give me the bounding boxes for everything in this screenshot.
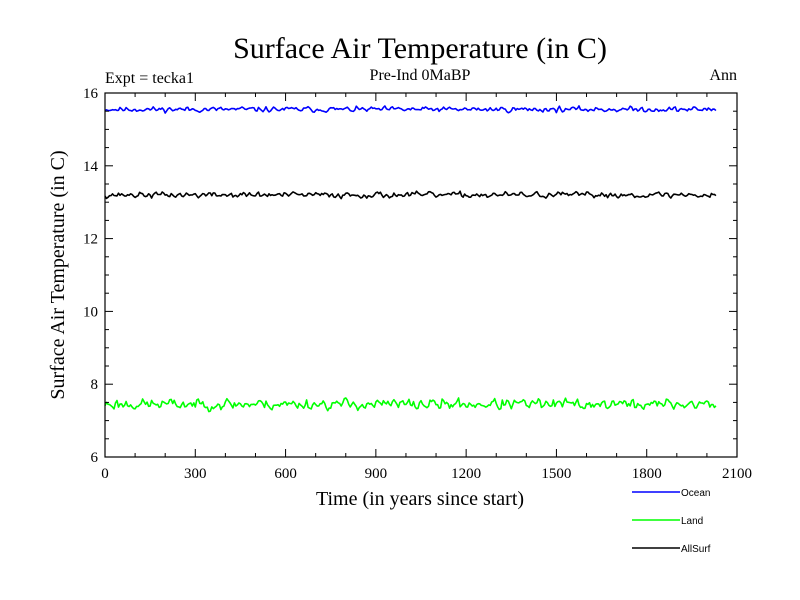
x-tick-label: 900 [365, 466, 388, 482]
x-axis-label: Time (in years since start) [316, 488, 524, 510]
legend-label-ocean: Ocean [681, 488, 710, 499]
y-tick-label: 14 [83, 159, 99, 175]
x-tick-label: 1200 [451, 466, 481, 482]
legend-label-land: Land [681, 516, 703, 527]
experiment-label: Expt = tecka1 [105, 70, 194, 87]
x-tick-label: 300 [184, 466, 207, 482]
plot-area [104, 105, 717, 413]
x-tick-label: 600 [274, 466, 297, 482]
season-label: Ann [709, 67, 737, 84]
x-tick-label: 1500 [541, 466, 571, 482]
y-tick-label: 10 [83, 304, 98, 320]
y-tick-label: 16 [83, 86, 99, 102]
y-axis-label: Surface Air Temperature (in C) [47, 150, 69, 399]
y-tick-label: 12 [83, 232, 98, 248]
y-tick-label: 8 [91, 377, 99, 393]
axes: 0 300 600 900 1200 1500 1800 2100 6 8 10 12 14 16 [83, 86, 752, 482]
legend: Ocean Land AllSurf [632, 488, 711, 555]
chart-title: Surface Air Temperature (in C) [233, 32, 607, 65]
series-line-land [104, 397, 717, 413]
period-label: Pre-Ind 0MaBP [370, 67, 471, 84]
x-tick-label: 2100 [722, 466, 752, 482]
series-line-ocean [104, 105, 717, 114]
series-line-allsurf [104, 190, 717, 200]
x-tick-label: 0 [101, 466, 109, 482]
y-tick-label: 6 [91, 450, 99, 466]
x-tick-label: 1800 [632, 466, 662, 482]
legend-label-allsurf: AllSurf [681, 544, 711, 555]
